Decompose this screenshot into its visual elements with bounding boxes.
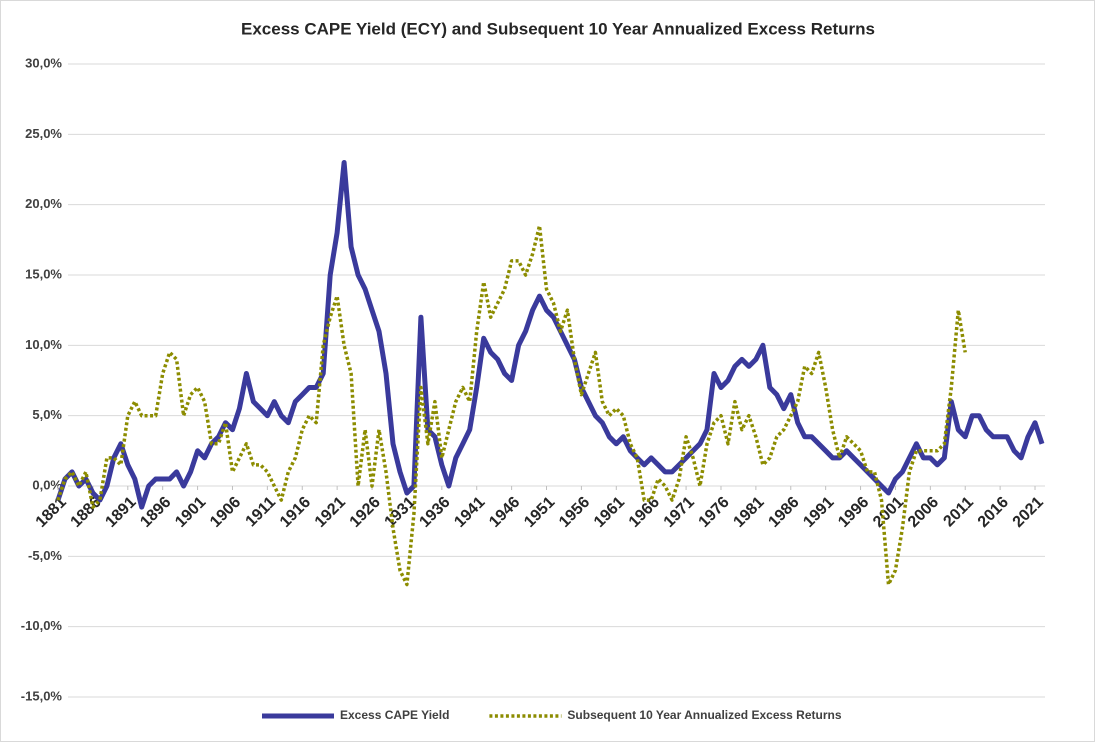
y-tick-label: -10,0% <box>21 618 63 633</box>
legend: Excess CAPE Yield Subsequent 10 Year Annu… <box>262 708 842 722</box>
y-tick-label: 0,0% <box>32 477 62 492</box>
y-tick-label: 20,0% <box>25 196 62 211</box>
y-tick-label: 10,0% <box>25 337 62 352</box>
y-tick-label: 25,0% <box>25 126 62 141</box>
series-line <box>56 224 967 587</box>
legend-label: Subsequent 10 Year Annualized Excess Ret… <box>567 708 841 722</box>
y-tick-label: -15,0% <box>21 688 63 703</box>
y-tick-label: 30,0% <box>25 55 62 70</box>
legend-label: Excess CAPE Yield <box>340 708 449 722</box>
y-tick-label: 5,0% <box>32 407 62 422</box>
y-tick-label: -5,0% <box>28 548 62 563</box>
chart-title: Excess CAPE Yield (ECY) and Subsequent 1… <box>241 19 875 38</box>
y-tick-label: 15,0% <box>25 266 62 281</box>
